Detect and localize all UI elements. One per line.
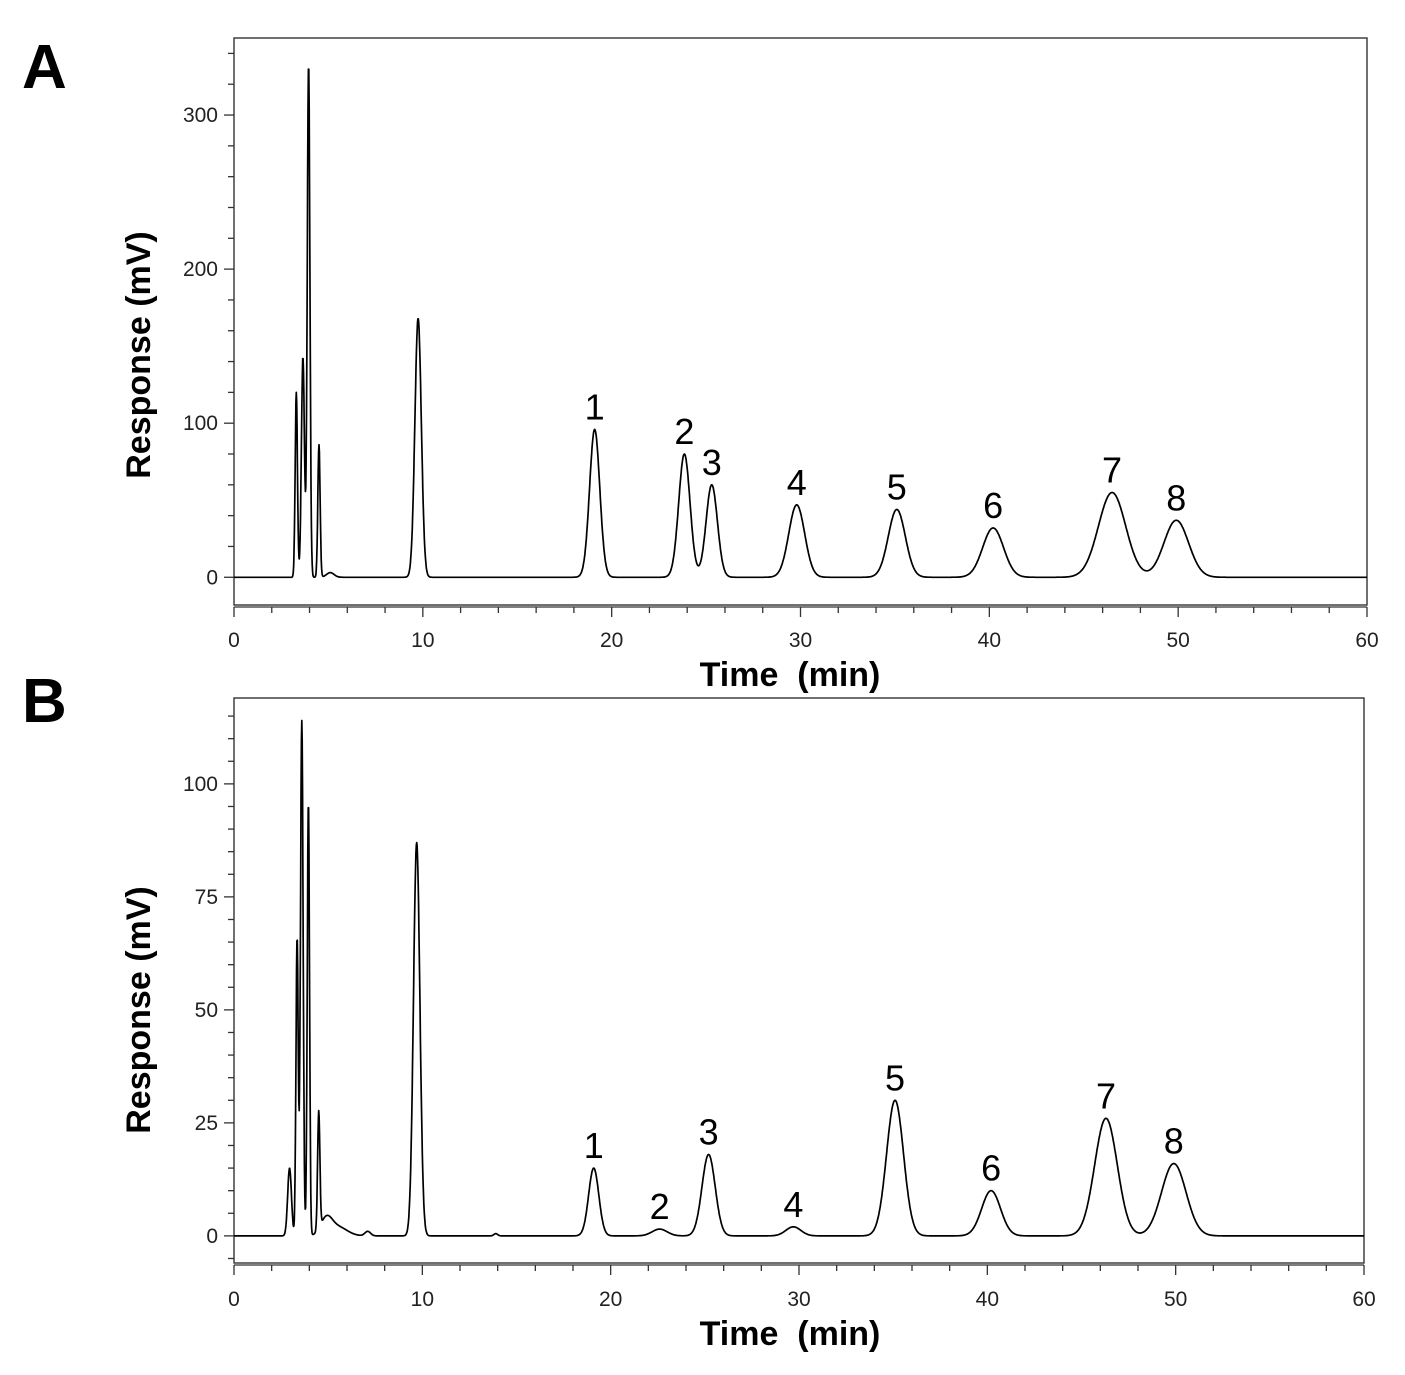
plot-frame-b — [233, 697, 1365, 1264]
peak-labels-a: 123 4 5 678 — [585, 386, 1187, 526]
peak-label-a-6: 6 — [983, 485, 1003, 526]
peak-label-a-8: 8 — [1166, 477, 1186, 518]
x-tick-label-b: 30 — [787, 1288, 810, 1311]
x-tick-label-a: 40 — [978, 629, 1001, 652]
y-tick-label-a: 0 — [206, 566, 218, 589]
y-tick-label-a: 200 — [183, 258, 218, 281]
y-axis-title-a: Response (mV) — [120, 231, 158, 479]
x-axis-title-a: Time (min) — [700, 656, 881, 694]
peak-label-b-3: 3 — [699, 1112, 719, 1153]
peak-label-a-7: 7 — [1102, 450, 1122, 491]
y-tick-label-b: 75 — [195, 886, 218, 909]
x-ticks-a: 0 10 20 30 40 50 60 — [228, 606, 1379, 652]
y-tick-label-b: 25 — [195, 1112, 218, 1135]
y-tick-label-b: 50 — [195, 999, 218, 1022]
y-tick-label-b: 100 — [183, 773, 218, 796]
x-tick-label-b: 60 — [1352, 1288, 1375, 1311]
x-tick-label-a: 20 — [600, 629, 623, 652]
plot-frame-a — [233, 37, 1368, 606]
x-axis-title-b: Time (min) — [700, 1315, 881, 1353]
y-ticks-a: 0 100 200 300 — [183, 52, 234, 589]
peak-label-b-8: 8 — [1164, 1121, 1184, 1162]
peak-label-b-7: 7 — [1096, 1075, 1116, 1116]
x-tick-label-a: 0 — [228, 629, 240, 652]
x-tick-label-b: 40 — [976, 1288, 999, 1311]
x-tick-label-b: 0 — [228, 1288, 240, 1311]
chromatogram-trace-b — [233, 719, 1365, 1237]
y-axis-title-b: Response (mV) — [120, 886, 158, 1134]
peak-label-a-5: 5 — [887, 466, 907, 507]
peak-label-a-4: 4 — [787, 462, 807, 503]
chromatogram-trace-a — [233, 68, 1368, 579]
panel-letter-b: B — [22, 667, 67, 736]
y-ticks-b: 0 25 50 75 100 — [183, 715, 234, 1260]
peak-label-b-1: 1 — [584, 1125, 604, 1166]
x-tick-label-a: 30 — [789, 629, 812, 652]
peak-label-b-5: 5 — [885, 1057, 905, 1098]
peak-label-b-2: 2 — [650, 1186, 670, 1227]
peak-label-a-3: 3 — [702, 442, 722, 483]
x-tick-label-b: 50 — [1164, 1288, 1187, 1311]
x-tick-label-b: 20 — [599, 1288, 622, 1311]
peak-label-b-4: 4 — [783, 1184, 803, 1225]
x-tick-label-b: 10 — [411, 1288, 434, 1311]
x-tick-label-a: 60 — [1355, 629, 1378, 652]
peak-label-a-1: 1 — [585, 386, 605, 427]
y-tick-label-a: 100 — [183, 412, 218, 435]
peak-label-b-6: 6 — [981, 1148, 1001, 1189]
x-ticks-b: 0 10 20 30 40 50 60 — [228, 1264, 1376, 1311]
panel-letter-a: A — [22, 33, 67, 102]
y-tick-label-a: 300 — [183, 104, 218, 127]
y-tick-label-b: 0 — [206, 1225, 218, 1248]
x-tick-label-a: 50 — [1166, 629, 1189, 652]
x-tick-label-a: 10 — [411, 629, 434, 652]
peak-label-a-2: 2 — [674, 411, 694, 452]
